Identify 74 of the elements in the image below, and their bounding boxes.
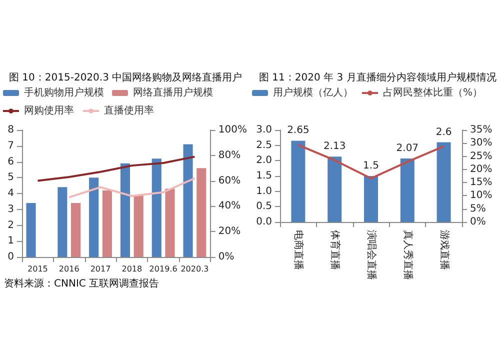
y-tick-label: 3 (8, 204, 14, 215)
bar (26, 203, 36, 257)
legend-label: 占网民整体比重（%） (383, 86, 483, 98)
y-tick-label: 1 (8, 236, 14, 247)
bar (291, 140, 306, 222)
x-tick-label: 2016 (58, 264, 80, 274)
x-tick-label: 电商直播 (292, 230, 305, 270)
y-tick-label: 3.0 (256, 124, 272, 136)
x-tick-label: 2019.6 (149, 264, 178, 274)
y-tick-label: 1.5 (256, 170, 272, 182)
y-tick-label: 0.0 (256, 216, 272, 228)
y2-tick-label: 20% (218, 226, 241, 238)
bar (89, 178, 99, 257)
y-tick-label: 4 (8, 188, 14, 199)
y2-tick-label: 0% (470, 216, 486, 228)
legend-label: 网络直播用户规模 (133, 86, 213, 98)
x-tick-label: 真人秀直播 (402, 230, 414, 280)
data-label: 2.6 (436, 126, 452, 138)
legend-label: 网购使用率 (24, 104, 74, 116)
x-tick-label: 游戏直播 (438, 230, 450, 270)
text: 资料来源：CNNIC 互联网调查报告 (4, 278, 160, 290)
bar (58, 187, 68, 257)
bar (436, 142, 451, 222)
y-tick-label: 2 (8, 220, 14, 231)
y2-tick-label: 100% (218, 124, 248, 136)
y-tick-label: 5 (8, 172, 14, 184)
y2-tick-label: 15% (470, 177, 492, 188)
y-tick-label: 0.5 (256, 201, 272, 212)
data-label: 2.65 (287, 125, 310, 136)
legend-label: 直播使用率 (104, 104, 154, 116)
line-series (68, 177, 196, 198)
bar (196, 168, 206, 257)
data-label: 1.5 (363, 160, 379, 172)
bar (328, 156, 342, 222)
x-tick-label: 2017 (90, 264, 111, 274)
x-tick-label: 2018 (122, 264, 142, 274)
legend-label: 手机购物用户规模 (24, 86, 104, 98)
y2-tick-label: 10% (470, 190, 492, 202)
y2-tick-label: 40% (218, 200, 241, 212)
bar (102, 190, 112, 257)
chart-title: 图 10：2015-2020.3 中国网络购物及网络直播用户 (9, 72, 242, 84)
bar (364, 176, 378, 222)
y2-tick-label: 30% (470, 138, 492, 149)
data-label: 2.13 (323, 141, 346, 152)
bar (120, 163, 130, 257)
y-tick-label: 1.0 (256, 186, 272, 197)
bar (134, 195, 144, 257)
line-series (36, 156, 196, 182)
y2-tick-label: 20% (470, 164, 492, 175)
x-tick-label: 体育直播 (329, 230, 342, 270)
y2-tick-label: 0% (218, 252, 234, 262)
y2-tick-label: 60% (218, 175, 241, 186)
legend-label: 用户规模（亿人） (273, 86, 353, 98)
y-tick-label: 6 (8, 156, 14, 168)
y-tick-label: 2.5 (256, 140, 272, 151)
bar (183, 144, 193, 257)
x-tick-label: 演唱会直播 (366, 230, 378, 280)
y-tick-label: 7 (8, 140, 14, 152)
y2-tick-label: 35% (470, 124, 492, 136)
x-tick-label: 2020.3 (180, 264, 209, 274)
x-tick-label: 2015 (28, 264, 48, 274)
y2-tick-label: 25% (470, 150, 492, 162)
y2-tick-label: 80% (218, 150, 241, 161)
bar (400, 158, 414, 222)
line-series (297, 144, 445, 180)
data-label: 2.07 (396, 143, 419, 154)
bar (165, 188, 175, 257)
y-tick-label: 8 (8, 124, 14, 136)
bar (152, 158, 162, 257)
y2-tick-label: 5% (470, 203, 486, 214)
y-tick-label: 2.0 (256, 155, 272, 166)
chart-title: 图 11：2020 年 3 月直播细分内容领域用户规模情况 (259, 72, 496, 84)
y-tick-label: 0 (8, 252, 14, 262)
bar (71, 203, 81, 257)
